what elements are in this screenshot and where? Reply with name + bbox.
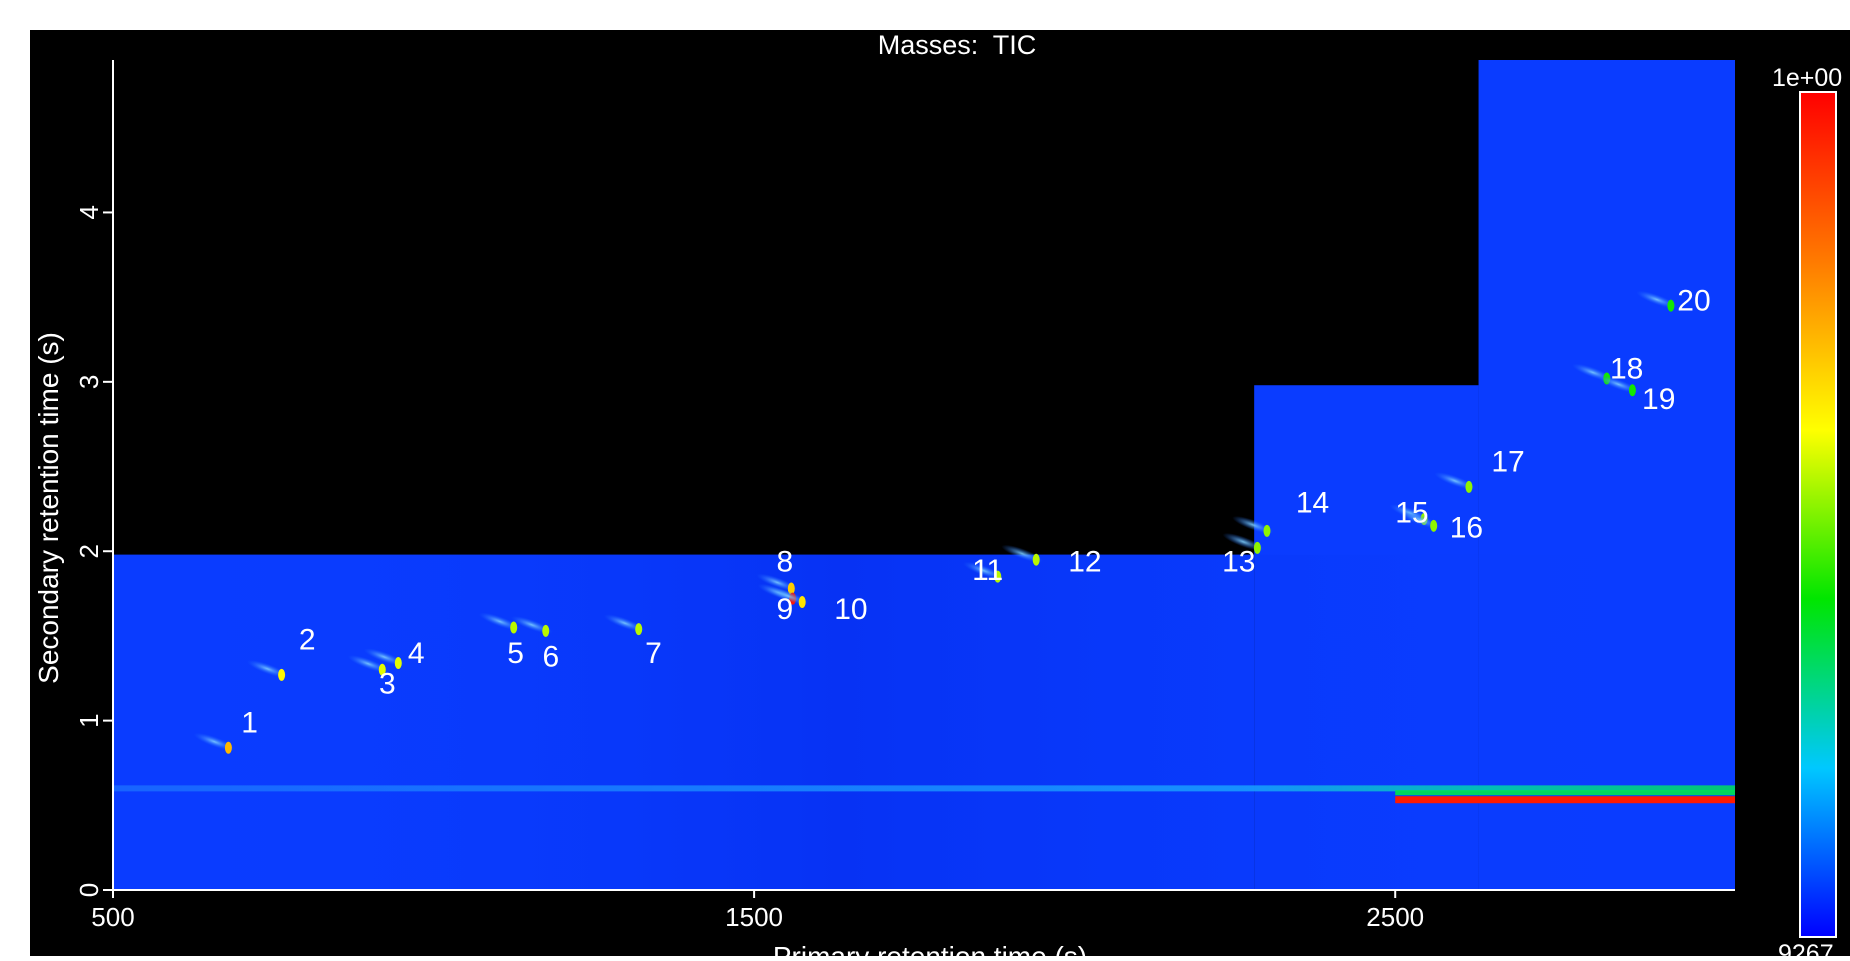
y-tick-label: 0 <box>74 883 104 897</box>
peak-label-6: 6 <box>543 640 560 673</box>
peak-17 <box>1465 480 1473 493</box>
colorbar-max-label: 1e+00 <box>1772 64 1842 92</box>
peak-2 <box>278 668 286 681</box>
peak-19-tail <box>1597 375 1640 394</box>
peak-3-tail <box>347 654 390 673</box>
x-axis-label: Primary retention time (s) <box>773 941 1087 956</box>
peak-4-tail <box>363 648 406 666</box>
peak-label-10: 10 <box>834 593 867 626</box>
peak-label-19: 19 <box>1642 383 1675 416</box>
peak-label-9: 9 <box>777 593 794 626</box>
peak-16 <box>1430 519 1438 532</box>
peak-label-1: 1 <box>241 706 258 739</box>
x-tick-label: 500 <box>91 902 134 932</box>
y-tick-label: 4 <box>74 205 104 219</box>
peak-11 <box>994 570 1002 583</box>
peak-13-tail <box>1222 532 1265 551</box>
baseline-hot-streak <box>1395 796 1735 804</box>
peak-6-tail <box>511 615 553 634</box>
peak-marks <box>193 290 1678 754</box>
peak-12 <box>1032 553 1040 566</box>
y-axis-label: Secondary retention time (s) <box>33 332 64 684</box>
peak-label-14: 14 <box>1296 486 1329 519</box>
peak-14 <box>1263 524 1271 537</box>
peak-14-tail <box>1232 516 1274 534</box>
peak-3 <box>378 663 386 676</box>
baseline-streak <box>113 785 1735 792</box>
peak-20 <box>1667 299 1675 312</box>
peak-5-tail <box>478 612 521 631</box>
peak-7-tail <box>603 614 646 633</box>
peak-label-16: 16 <box>1450 512 1483 545</box>
peak-19 <box>1628 384 1636 397</box>
peak-7 <box>635 623 643 636</box>
peak-1-tail <box>193 732 236 751</box>
peak-label-4: 4 <box>408 637 425 670</box>
peak-label-11: 11 <box>972 554 1003 587</box>
peak-16-tail <box>1398 510 1441 529</box>
peak-12-tail <box>1001 544 1043 563</box>
peak-label-3: 3 <box>379 668 396 701</box>
peak-6 <box>542 624 550 637</box>
peak-11-tail <box>962 561 1005 580</box>
peak-label-2: 2 <box>299 623 316 656</box>
y-tick-label: 3 <box>74 375 104 389</box>
peak-label-13: 13 <box>1222 546 1255 579</box>
peak-4 <box>394 657 402 670</box>
peak-20-tail <box>1636 290 1678 309</box>
peak-17-tail <box>1434 471 1476 490</box>
peak-10 <box>798 596 806 609</box>
peak-1 <box>224 741 232 754</box>
peak-label-15: 15 <box>1395 496 1428 529</box>
peak-label-12: 12 <box>1068 546 1101 579</box>
peak-8-tail <box>756 573 799 592</box>
x-tick-label: 1500 <box>725 902 783 932</box>
y-tick-label: 1 <box>74 713 104 727</box>
chart-title: Masses: TIC <box>878 30 1037 60</box>
baseline-green-streak <box>1395 790 1735 796</box>
x-tick-label: 2500 <box>1366 902 1424 932</box>
colorbar-min-label: 9267 <box>1778 940 1834 956</box>
colorbar-scale <box>1799 91 1837 938</box>
peak-label-8: 8 <box>777 546 794 579</box>
x-ticks: 500 1500 2500 <box>91 890 1424 932</box>
plot-shading <box>113 554 1735 890</box>
peak-label-7: 7 <box>645 637 662 670</box>
peak-label-5: 5 <box>507 637 524 670</box>
peak-5 <box>510 621 518 634</box>
peak-10-tail <box>767 587 809 605</box>
y-ticks: 0 1 2 3 4 <box>74 205 113 897</box>
colorbar: 1e+00 9267 <box>1772 64 1842 961</box>
baseline-band <box>113 785 1735 804</box>
peak-label-17: 17 <box>1491 446 1524 479</box>
peak-2-tail <box>246 660 289 678</box>
y-tick-label: 2 <box>74 544 104 558</box>
peak-13 <box>1253 541 1261 554</box>
peak-label-20: 20 <box>1677 285 1710 318</box>
peak-label-18: 18 <box>1610 352 1643 385</box>
